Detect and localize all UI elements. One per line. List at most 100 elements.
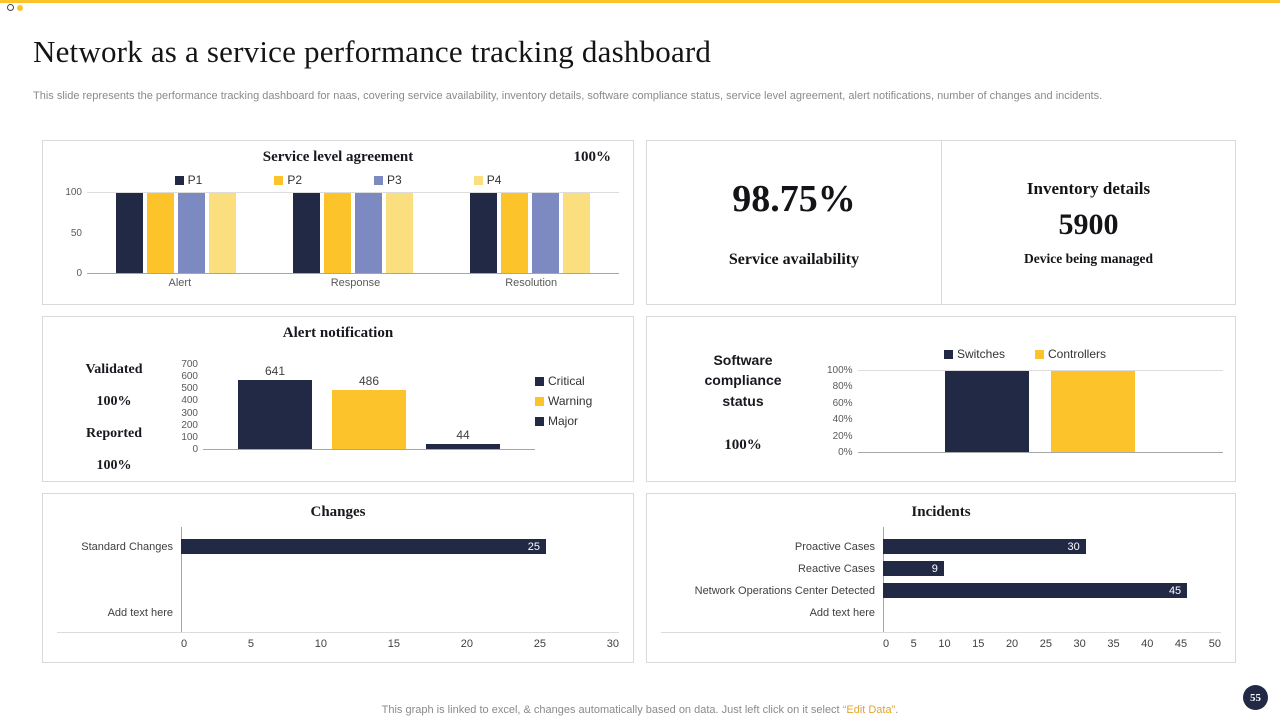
x-axis-tick: 40	[1141, 638, 1154, 650]
panel-changes: Changes Standard Changes 25 Add text here …	[42, 493, 634, 663]
sla-chart-title: Service level agreement	[262, 149, 414, 165]
bar-p2-alert[interactable]	[146, 193, 174, 273]
x-axis-tick: 20	[1005, 638, 1019, 650]
chart-row-add-text-here: Add text here	[57, 605, 619, 620]
changes-chart-plot[interactable]: Standard Changes 25 Add text here	[57, 527, 619, 633]
dot-icon	[17, 4, 23, 11]
y-axis-tick: 80%	[832, 381, 853, 393]
legend-item-p2: P2	[274, 173, 302, 187]
bar-group-response	[264, 193, 441, 273]
compliance-chart-plot[interactable]	[857, 370, 1223, 453]
bar-p4-response[interactable]	[385, 193, 413, 273]
bar-value-label: 30	[1067, 540, 1080, 553]
row-label: Proactive Cases	[794, 540, 875, 553]
bar-critical[interactable]	[238, 380, 312, 449]
bar-value-label: 25	[527, 540, 540, 553]
y-axis-tick: 400	[181, 395, 198, 407]
x-axis-tick: 20	[460, 638, 473, 650]
alert-chart-plot[interactable]: 641 486 44	[203, 364, 535, 450]
bar-group-alert	[87, 193, 264, 273]
sla-header: Service level agreement 100%	[57, 149, 619, 169]
x-axis-tick: 15	[387, 638, 400, 650]
x-axis-tick: 10	[938, 638, 951, 650]
top-accent-bar	[0, 0, 1280, 3]
legend-item-critical: Critical	[535, 374, 585, 388]
footer-edit-data: “Edit Data”	[842, 704, 896, 716]
bar-wrap-warning: 486	[332, 364, 406, 449]
sla-x-axis: Alert Response Resolution	[92, 277, 619, 289]
bar-p4-resolution[interactable]	[563, 193, 591, 273]
row-label: Add text here	[809, 606, 875, 619]
bar-major[interactable]	[426, 443, 500, 449]
legend-swatch-icon	[174, 175, 184, 185]
bar-p1-response[interactable]	[292, 193, 320, 273]
bar-p3-alert[interactable]	[177, 193, 205, 273]
y-axis-tick: 0%	[838, 446, 853, 458]
bar-value-label: 45	[1168, 584, 1182, 597]
bar-p2-resolution[interactable]	[501, 193, 529, 273]
panel-availability-inventory: 98.75% Service availability Inventory de…	[646, 140, 1236, 305]
bar-controllers[interactable]	[1051, 371, 1136, 452]
row-label: Network Operations Center Detected	[694, 584, 875, 597]
chart-row-reactive-cases: Reactive Cases 9	[661, 561, 1221, 576]
incidents-chart-plot[interactable]: Proactive Cases 30 Reactive Cases 9 Network …	[661, 527, 1221, 633]
compliance-value: 100%	[724, 436, 762, 453]
changes-x-axis: 0 5 10 15 20 25 30	[181, 638, 619, 650]
legend-swatch-icon	[1035, 349, 1044, 359]
inventory-label: Device being managed	[1024, 250, 1153, 266]
y-axis-tick: 300	[181, 407, 198, 419]
inventory-card: Inventory details 5900 Device being mana…	[941, 141, 1235, 304]
incidents-x-axis: 0 5 10 15 20 25 30 35 40 45 50	[883, 638, 1221, 650]
chart-row-add-text-here: Add text here	[661, 605, 1221, 620]
availability-card: 98.75% Service availability	[647, 141, 941, 304]
page-number-badge: 55	[1243, 685, 1268, 710]
x-axis-tick: 25	[1039, 638, 1052, 650]
inventory-title: Inventory details	[1026, 178, 1151, 198]
y-axis-tick: 50	[70, 227, 82, 239]
decorative-dots	[7, 4, 23, 11]
bar-p3-resolution[interactable]	[532, 193, 560, 273]
bar-reactive-cases[interactable]: 9	[883, 561, 944, 576]
legend-label: P1	[187, 173, 203, 187]
bar-p3-response[interactable]	[354, 193, 382, 273]
bar-proactive-cases[interactable]: 30	[883, 539, 1086, 554]
y-axis-tick: 100	[181, 431, 198, 443]
bar-p1-resolution[interactable]	[470, 193, 498, 273]
legend-label: P3	[387, 173, 402, 187]
dashboard-grid: Service level agreement 100% P1 P2 P3 P4 10…	[42, 140, 1236, 663]
bar-p1-alert[interactable]	[115, 193, 143, 273]
bar-warning[interactable]	[332, 390, 406, 449]
legend-swatch-icon	[535, 416, 544, 426]
bar-p4-alert[interactable]	[208, 193, 236, 273]
bar-network-operations-center-detected[interactable]: 45	[883, 583, 1188, 598]
bar-wrap-critical: 641	[238, 364, 312, 449]
inventory-value: 5900	[1058, 207, 1119, 241]
legend-label: P4	[486, 173, 502, 187]
row-label: Add text here	[107, 606, 173, 619]
y-axis-tick: 0	[192, 443, 198, 455]
x-category-label: Response	[330, 277, 381, 289]
footer-text-suffix: .	[895, 704, 899, 716]
y-axis-tick: 20%	[832, 430, 853, 442]
x-axis-tick: 45	[1174, 638, 1188, 650]
alert-body: Validated 100% Reported 100% 700 600 500 40…	[55, 342, 621, 474]
bar-p2-response[interactable]	[323, 193, 351, 273]
alert-legend: Critical Warning Major	[535, 342, 621, 474]
bar-standard-changes[interactable]: 25	[181, 539, 546, 554]
chart-row-standard-changes: Standard Changes 25	[57, 539, 619, 554]
sla-chart-plot[interactable]	[87, 192, 619, 274]
legend-item-switches: Switches	[943, 347, 1005, 361]
legend-swatch-icon	[274, 175, 284, 185]
validated-label: Validated	[85, 362, 143, 377]
y-axis-tick: 500	[181, 383, 198, 395]
page-subtitle: This slide represents the performance tr…	[33, 90, 1103, 102]
legend-item-major: Major	[535, 414, 578, 428]
reported-value: 100%	[96, 458, 132, 473]
y-axis-tick: 600	[181, 371, 198, 383]
alert-y-axis: 700 600 500 400 300 200 100 0	[173, 359, 203, 455]
alert-chart-title: Alert notification	[282, 325, 394, 341]
bar-track: 30	[883, 539, 1221, 554]
bar-track: 9	[883, 561, 1221, 576]
x-category-label: Resolution	[505, 277, 558, 289]
bar-switches[interactable]	[945, 371, 1030, 452]
